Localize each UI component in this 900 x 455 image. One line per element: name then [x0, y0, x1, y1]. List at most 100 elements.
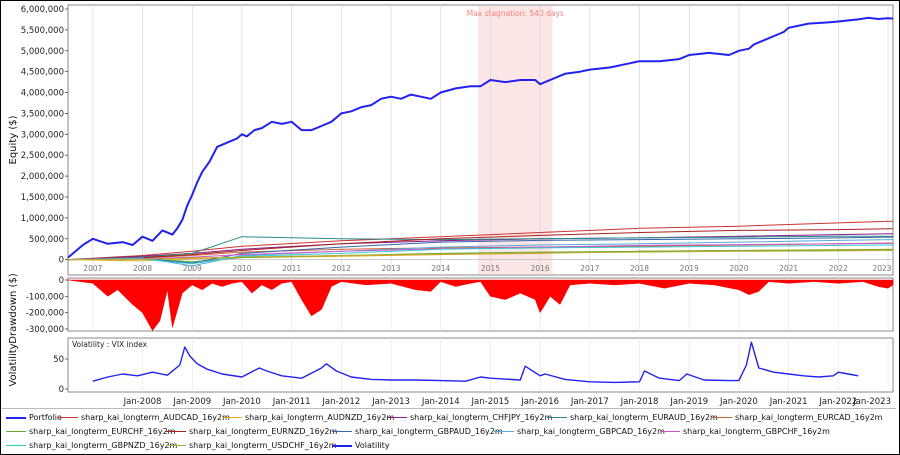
series-line-sharp_kai_longterm_EURAUD_16y2m — [67, 235, 893, 261]
year-label: 2014 — [431, 264, 450, 273]
series-line-sharp_kai_longterm_USDCHF_16y2m — [67, 250, 894, 261]
legend-item: sharp_kai_longterm_GBPCAD_16y2m — [494, 427, 665, 436]
legend-label: sharp_kai_longterm_GBPNZD_16y2m — [29, 441, 178, 450]
series-line-sharp_kai_longterm_GBPNZD_16y2m — [67, 244, 894, 265]
x-axis-label: Jan-2023 — [852, 397, 891, 407]
year-label: 2021 — [779, 264, 798, 273]
vol-tick-label: 0 — [59, 385, 64, 395]
x-axis-label: Jan-2008 — [123, 397, 162, 407]
legend-swatch — [6, 431, 26, 432]
series-line-sharp_kai_longterm_AUDCAD_16y2m — [67, 220, 894, 261]
year-label: 2022 — [829, 264, 848, 273]
legend-swatch — [387, 417, 407, 418]
vix-index-label: Volatility : VIX index — [72, 340, 148, 349]
x-axis-label: Jan-2020 — [719, 397, 758, 407]
legend-label: sharp_kai_longterm_CHFJPY_16y2m — [410, 413, 553, 422]
x-axis-label: Jan-2019 — [669, 397, 708, 407]
series-line-Portfolio — [67, 16, 894, 259]
legend-item: sharp_kai_longterm_GBPCHF_16y2m — [660, 427, 830, 436]
year-label: 2020 — [729, 264, 748, 273]
series-line-sharp_kai_longterm_GBPCAD_16y2m — [67, 239, 894, 267]
dd-tick-label: -300,000 — [26, 325, 64, 335]
legend-swatch — [547, 417, 567, 418]
legend-item: sharp_kai_longterm_EURCHF_16y2m — [6, 427, 175, 436]
legend-label: sharp_kai_longterm_EURAUD_16y2m — [570, 413, 718, 422]
year-label: 2023 — [872, 264, 891, 273]
legend-swatch — [6, 416, 26, 419]
year-label: 2012 — [332, 264, 351, 273]
series-line-sharp_kai_longterm_GBPAUD_16y2m — [67, 236, 894, 264]
legend-swatch — [660, 431, 680, 432]
x-axis-label: Jan-2021 — [769, 397, 808, 407]
legend-item: sharp_kai_longterm_EURNZD_16y2m — [166, 427, 337, 436]
year-label: 2019 — [680, 264, 699, 273]
x-axis-label: Jan-2014 — [421, 397, 460, 407]
series-line-sharp_kai_longterm_EURCHF_16y2m — [67, 249, 894, 263]
stagnation-label: Max stagnation: 540 days — [467, 9, 564, 18]
year-label: 2015 — [481, 264, 500, 273]
legend-swatch — [222, 417, 242, 418]
y-tick-label: 4,500,000 — [21, 68, 64, 78]
legend-swatch — [166, 445, 186, 446]
x-axis-label: Jan-2017 — [570, 397, 609, 407]
equity-drawdown-volatility-chart: Max stagnation: 540 days 2007 2008 2009 2010… — [8, 4, 894, 407]
legend-item: Portfolio — [6, 413, 62, 422]
x-axis-label: Jan-2015 — [471, 397, 510, 407]
series-line-sharp_kai_longterm_EURNZD_16y2m — [67, 228, 894, 261]
y-tick-label: 5,000,000 — [21, 47, 64, 57]
year-label: 2009 — [183, 264, 202, 273]
drawdown-area — [67, 279, 894, 332]
legend-label: sharp_kai_longterm_USDCHF_16y2m — [189, 441, 337, 450]
year-label: 2018 — [630, 264, 649, 273]
y-tick-label: 1,000,000 — [21, 214, 64, 224]
x-axis-label: Jan-2010 — [222, 397, 261, 407]
legend-item: sharp_kai_longterm_AUDNZD_16y2m — [222, 413, 394, 422]
legend-label: Portfolio — [29, 413, 62, 422]
x-axis-label: Jan-2022 — [818, 397, 857, 407]
legend-swatch — [332, 431, 352, 432]
y-tick-label: 3,000,000 — [21, 130, 64, 140]
legend-item: sharp_kai_longterm_GBPAUD_16y2m — [332, 427, 503, 436]
legend-label: sharp_kai_longterm_EURCAD_16y2m — [735, 413, 883, 422]
y-tick-label: 3,500,000 — [21, 109, 64, 119]
legend-swatch — [6, 445, 26, 446]
year-label: 2011 — [282, 264, 301, 273]
drawdown-axis-title: Drawdown ($) — [8, 273, 19, 344]
legend-item: sharp_kai_longterm_USDCHF_16y2m — [166, 441, 336, 450]
x-axis-label: Jan-2013 — [371, 397, 410, 407]
legend-label: sharp_kai_longterm_GBPCAD_16y2m — [517, 427, 665, 436]
legend-swatch — [58, 417, 78, 418]
vol-tick-label: 50 — [53, 355, 64, 365]
chart-legend: Portfolio sharp_kai_longterm_AUDCAD_16y2m… — [2, 408, 896, 453]
volatility-axis-title: Volatility — [8, 343, 19, 386]
x-axis-label: Jan-2009 — [172, 397, 211, 407]
legend-item: Volatility — [332, 441, 390, 450]
year-label: 2013 — [381, 264, 400, 273]
plot-area-3 — [67, 337, 894, 393]
y-tick-label: 0 — [59, 256, 64, 266]
legend-item: sharp_kai_longterm_AUDCAD_16y2m — [58, 413, 230, 422]
year-label: 2016 — [531, 264, 550, 273]
legend-swatch — [712, 417, 732, 418]
legend-label: sharp_kai_longterm_GBPCHF_16y2m — [683, 427, 830, 436]
y-tick-label: 500,000 — [29, 235, 64, 245]
y-tick-label: 2,500,000 — [21, 151, 64, 161]
legend-label: sharp_kai_longterm_AUDNZD_16y2m — [245, 413, 395, 422]
y-tick-label: 2,000,000 — [21, 172, 64, 182]
legend-label: sharp_kai_longterm_AUDCAD_16y2m — [81, 413, 230, 422]
legend-swatch — [494, 431, 514, 432]
legend-swatch — [166, 431, 186, 432]
dd-tick-label: -100,000 — [26, 292, 64, 302]
x-axis-label: Jan-2011 — [272, 397, 311, 407]
legend-label: sharp_kai_longterm_EURNZD_16y2m — [189, 427, 338, 436]
y-tick-label: 1,500,000 — [21, 193, 64, 203]
year-label: 2007 — [83, 264, 102, 273]
legend-label: sharp_kai_longterm_EURCHF_16y2m — [29, 427, 176, 436]
legend-swatch — [332, 444, 352, 447]
year-label: 2017 — [580, 264, 599, 273]
equity-axis-title: Equity ($) — [8, 115, 19, 164]
legend-label: Volatility — [355, 441, 390, 450]
legend-item: sharp_kai_longterm_CHFJPY_16y2m — [387, 413, 552, 422]
x-axis-label: Jan-2012 — [321, 397, 360, 407]
volatility-line — [92, 341, 859, 384]
